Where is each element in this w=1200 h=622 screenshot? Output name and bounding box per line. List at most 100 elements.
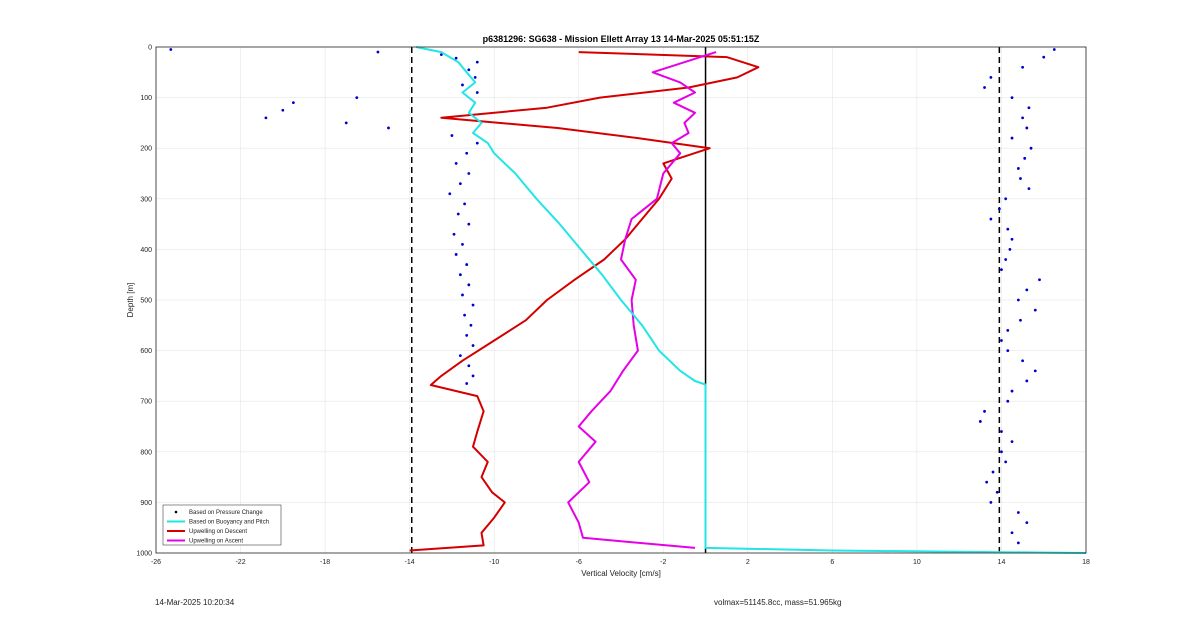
series-point xyxy=(475,91,479,94)
y-tick-label: 200 xyxy=(140,146,152,153)
footer-timestamp: 14-Mar-2025 10:20:34 xyxy=(155,598,235,607)
series-point xyxy=(281,108,285,112)
series-point xyxy=(471,303,475,307)
series-point xyxy=(1052,48,1056,51)
series-point xyxy=(991,470,995,474)
series-point xyxy=(1029,146,1033,150)
series-point xyxy=(983,409,986,413)
chart-title: p6381296: SG638 - Mission Ellett Array 1… xyxy=(483,34,760,44)
y-tick-label: 500 xyxy=(140,298,152,305)
legend-box xyxy=(162,504,282,546)
series-point xyxy=(463,202,466,206)
series-point xyxy=(1008,248,1012,251)
y-axis-label: Depth [m] xyxy=(126,283,135,318)
x-tick-label: 10 xyxy=(913,559,921,566)
series-point xyxy=(467,172,471,175)
series-point xyxy=(452,232,456,236)
series-point xyxy=(450,134,454,137)
series-point xyxy=(1006,328,1010,332)
series-point xyxy=(1021,116,1024,120)
legend-label: Based on Pressure Change xyxy=(189,510,263,516)
y-tick-labels: 0 100 200 300 400 500 600 700 800 900 1000 xyxy=(136,45,152,558)
series-point xyxy=(475,60,479,64)
series-point xyxy=(1025,521,1029,525)
y-tick-label: 100 xyxy=(140,95,152,102)
series-point xyxy=(989,501,993,504)
series-point xyxy=(465,334,469,337)
series-point xyxy=(1010,237,1014,241)
series-point xyxy=(456,212,460,216)
series-point xyxy=(1038,278,1041,282)
x-tick-label: -2 xyxy=(660,559,666,566)
series-point xyxy=(1023,156,1027,160)
series-point xyxy=(1033,369,1037,373)
series-point xyxy=(1000,339,1003,342)
series-point xyxy=(355,96,359,99)
series-point xyxy=(1025,379,1029,383)
x-tick-label: -10 xyxy=(489,559,499,566)
series-point xyxy=(1016,298,1020,302)
series-point xyxy=(1027,106,1031,110)
series-point xyxy=(471,374,475,378)
series-point xyxy=(448,192,452,196)
x-tick-label: 6 xyxy=(830,559,834,566)
series-point xyxy=(465,151,469,155)
series-point xyxy=(1000,450,1003,454)
series-point xyxy=(1004,460,1008,464)
series-point xyxy=(1010,440,1014,444)
y-tick-label: 300 xyxy=(140,196,152,203)
series-point xyxy=(1021,359,1024,363)
series-point xyxy=(978,420,982,423)
legend-label: Upwelling on Descent xyxy=(189,529,247,535)
y-tick-label: 400 xyxy=(140,247,152,254)
x-tick-label: -26 xyxy=(151,559,161,566)
series-point xyxy=(1016,511,1020,514)
series-point xyxy=(989,75,993,79)
footer-mass-info: volmax=51145.8cc, mass=51.965kg xyxy=(714,598,842,607)
series-point xyxy=(1033,308,1037,312)
series-point xyxy=(1016,167,1020,170)
series-point xyxy=(461,293,464,297)
x-tick-label: -22 xyxy=(235,559,245,566)
series-point xyxy=(1025,126,1029,130)
y-tick-label: 600 xyxy=(140,348,152,355)
series-point xyxy=(454,56,458,60)
series-line xyxy=(415,46,1087,554)
series-point xyxy=(1006,227,1010,231)
series-point xyxy=(989,217,993,221)
series-point xyxy=(465,382,469,385)
legend-label: Upwelling on Ascent xyxy=(189,539,243,545)
series-point xyxy=(461,242,464,246)
y-tick-label: 1000 xyxy=(136,551,152,558)
series-line xyxy=(409,51,760,552)
x-tick-label: 18 xyxy=(1082,559,1090,566)
series-point xyxy=(1004,197,1008,201)
series-line xyxy=(567,51,717,549)
legend: Based on Pressure Change Based on Buoyanc… xyxy=(162,504,282,546)
series-point xyxy=(467,283,471,287)
series-point xyxy=(985,480,989,484)
series-point xyxy=(387,126,390,130)
series-point xyxy=(463,313,466,317)
legend-label: Based on Buoyancy and Pitch xyxy=(189,520,269,526)
series-point xyxy=(1042,55,1046,59)
series-point xyxy=(1010,96,1014,99)
series-point xyxy=(461,83,464,87)
series-point xyxy=(1000,430,1003,433)
series-point xyxy=(376,50,380,54)
series-point xyxy=(1019,318,1022,322)
series-point xyxy=(1025,288,1029,292)
x-tick-label: -6 xyxy=(576,559,582,566)
series-point xyxy=(264,116,268,120)
series-point xyxy=(169,48,173,51)
series-point xyxy=(1021,65,1024,69)
x-tick-label: 2 xyxy=(746,559,750,566)
series-point xyxy=(454,253,458,256)
y-tick-label: 700 xyxy=(140,399,152,406)
series-point xyxy=(439,53,443,56)
series-point xyxy=(1000,268,1003,272)
series-point xyxy=(465,263,469,266)
series-point xyxy=(1010,136,1014,140)
series-point xyxy=(1027,187,1031,191)
